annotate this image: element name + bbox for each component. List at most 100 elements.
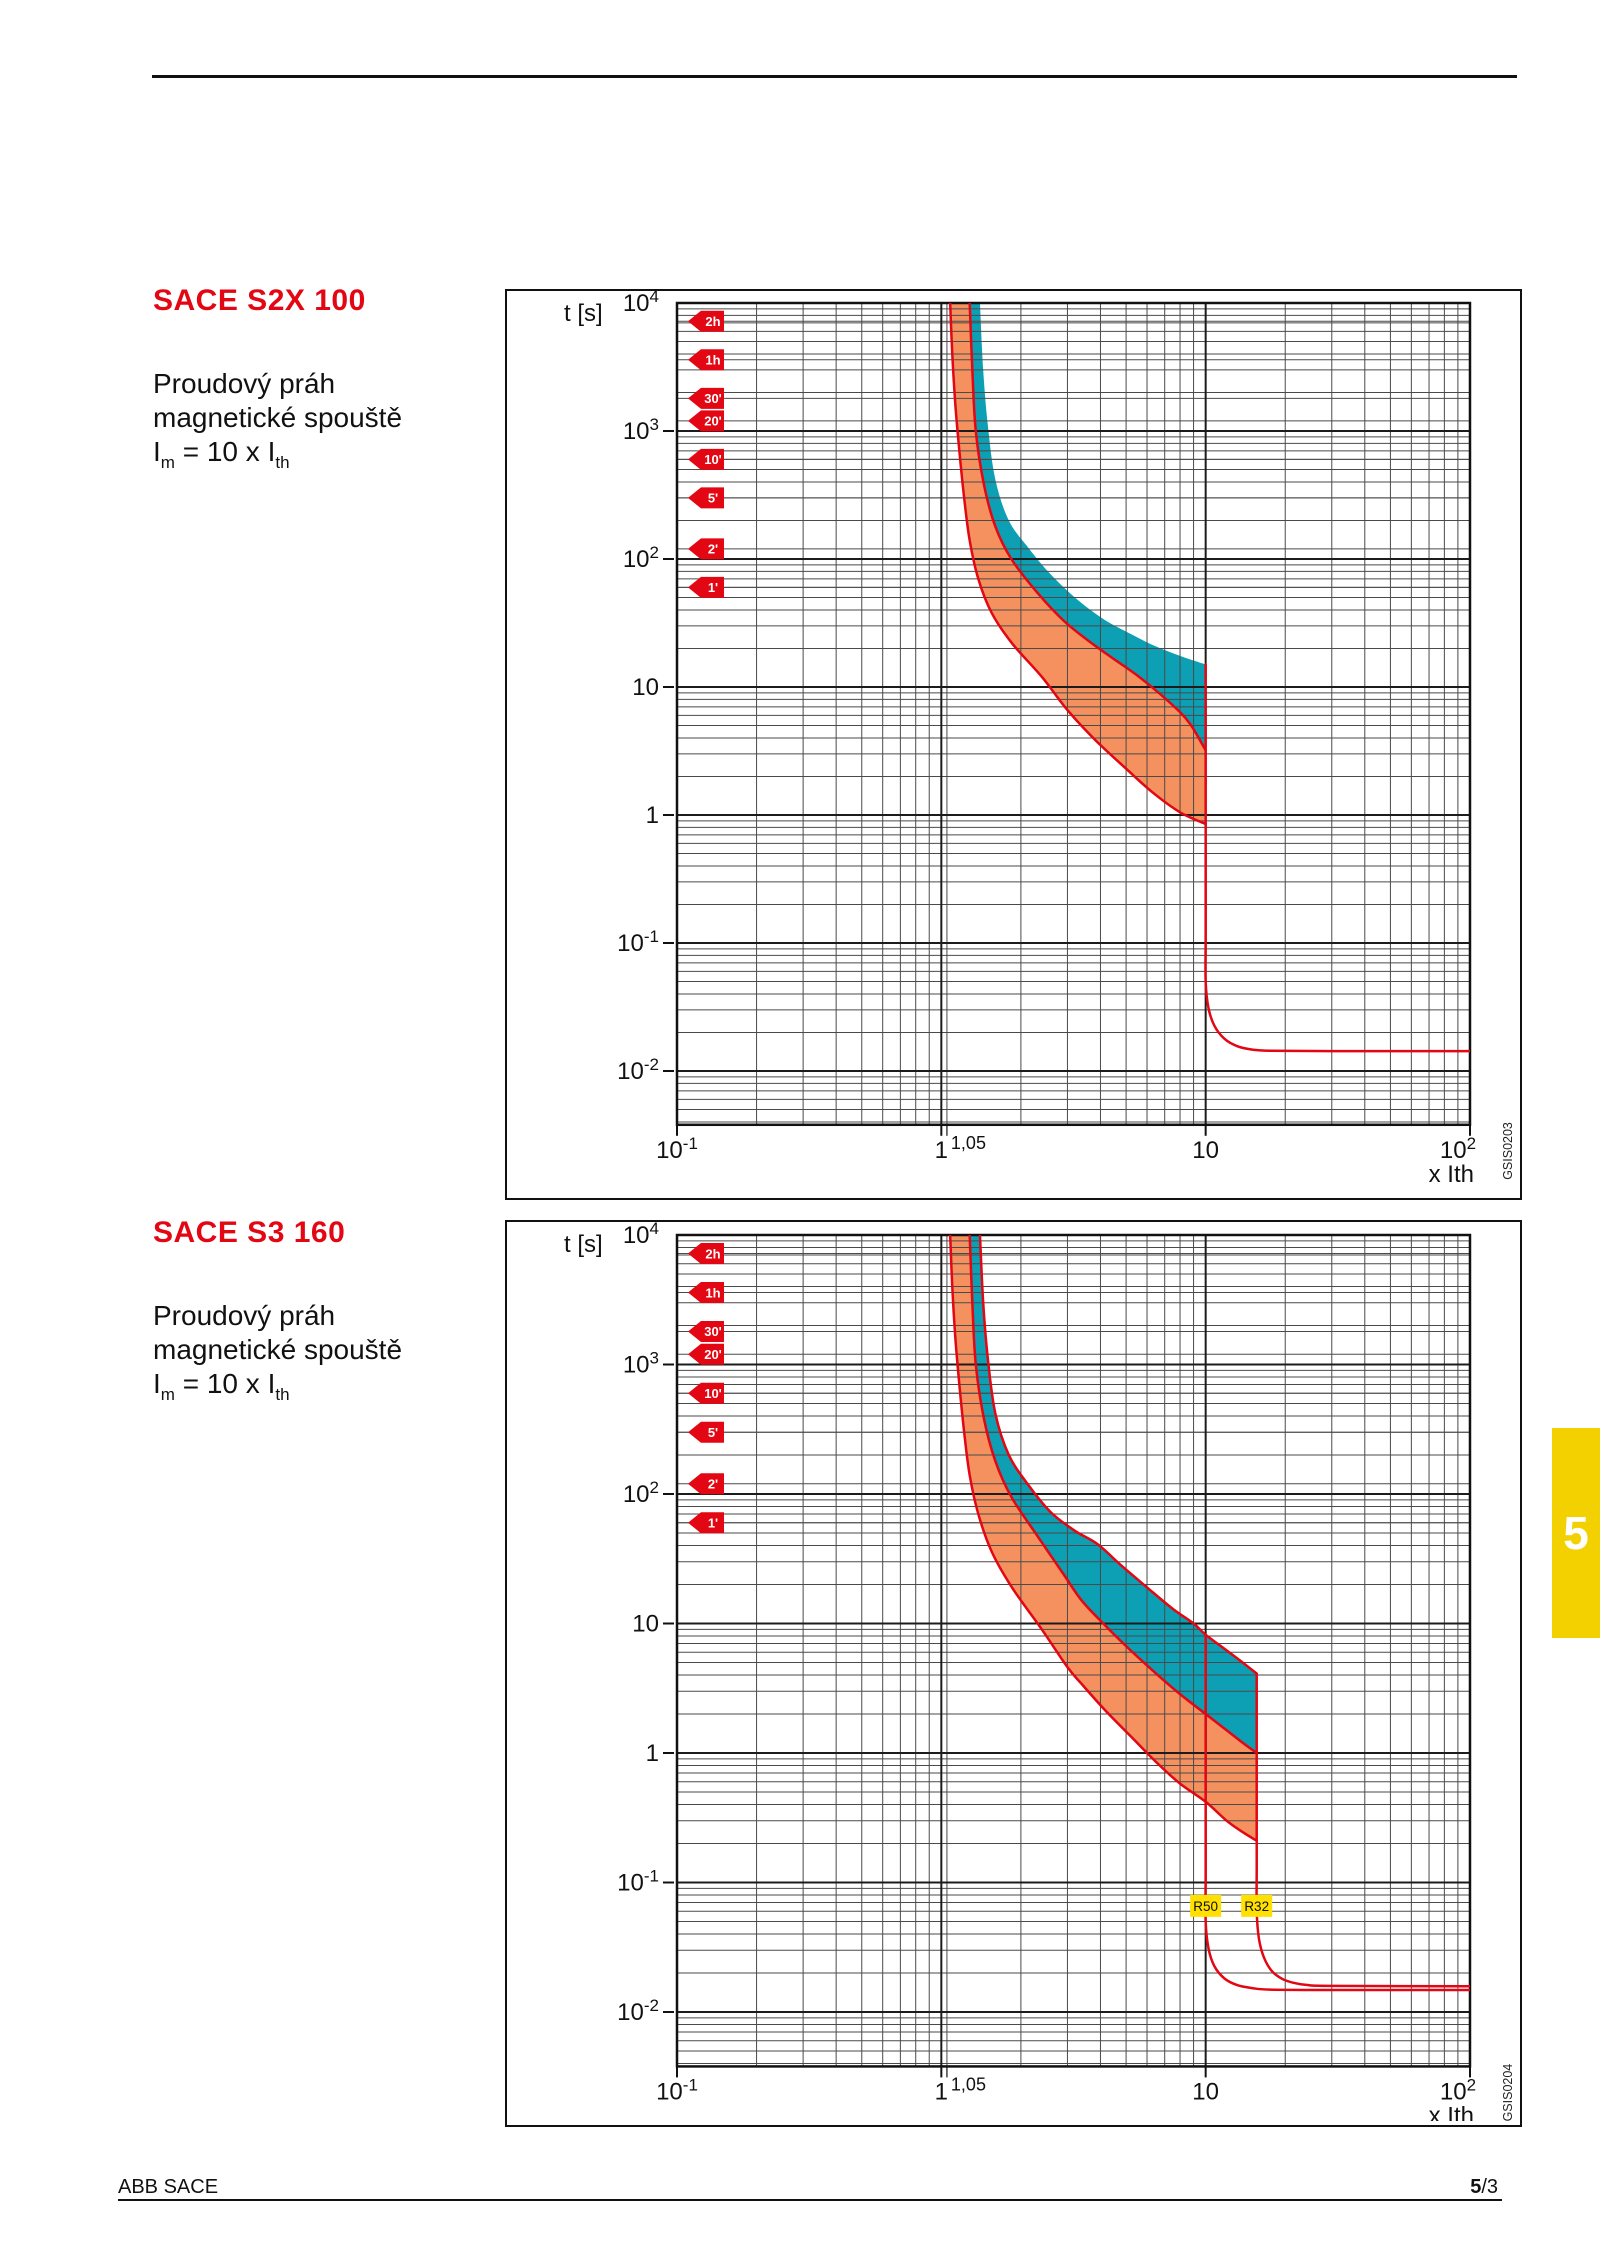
svg-text:1: 1 — [935, 1137, 948, 1164]
chapter-tab: 5 — [1552, 1428, 1600, 1638]
time-tag-arrow — [688, 448, 724, 470]
log-grid — [676, 1234, 1471, 2067]
time-tag-arrow — [688, 1473, 724, 1495]
svg-text:10: 10 — [1192, 2078, 1219, 2105]
svg-text:10: 10 — [632, 1611, 659, 1638]
time-tag-arrow — [688, 1382, 724, 1404]
time-tag-arrow — [688, 1281, 724, 1303]
time-tag-arrow — [688, 387, 724, 409]
desc-line-1: Proudový práh — [153, 368, 336, 399]
svg-text:102: 102 — [623, 1478, 659, 1508]
chapter-number: 5 — [1563, 1507, 1589, 1559]
threshold-label-R50: R50 — [1190, 1894, 1222, 1917]
magnetic-trip-10xIth — [1204, 663, 1470, 1053]
svg-text:1: 1 — [935, 2078, 948, 2105]
figure-code: GSIS0204 — [1501, 2064, 1515, 2121]
time-tag-label: 2' — [708, 1477, 718, 1492]
curve-lower — [948, 303, 1207, 826]
time-tag-arrow — [688, 1320, 724, 1342]
time-tag-arrow — [688, 1421, 724, 1443]
trip-curve-figure-s2x100: 2h 1h 30' 20' 10' 5' 2' 1' 104 103 102 10 1 10-1 10-2 1… — [505, 289, 1522, 1200]
time-tag-arrow — [688, 576, 724, 598]
svg-text:102: 102 — [623, 543, 659, 573]
section-description-s2x100: Proudový práh magnetické spouště Im = 10… — [153, 367, 513, 472]
time-tag-label: 5' — [708, 1425, 718, 1440]
time-tag-arrow — [688, 1343, 724, 1365]
footer-page-number: 5/3 — [1470, 2176, 1498, 2198]
footer-rule — [118, 2199, 1502, 2201]
time-tag-label: 10' — [704, 1386, 722, 1401]
trip-curve-lines — [948, 303, 1470, 1053]
svg-text:104: 104 — [623, 1222, 659, 1249]
svg-text:1: 1 — [646, 802, 659, 829]
time-tag-label: 1h — [705, 1285, 720, 1300]
time-tag-arrow — [688, 349, 724, 371]
time-tag-label: 1' — [708, 580, 718, 595]
svg-text:1,05: 1,05 — [951, 2074, 986, 2094]
time-tag-label: 2h — [705, 1246, 720, 1261]
time-tag-arrow — [688, 310, 724, 332]
threshold-label-R32: R32 — [1241, 1894, 1273, 1917]
desc-line-2: magnetické spouště — [153, 1334, 403, 1365]
x-axis-title: x Ith — [1429, 1161, 1474, 1188]
y-axis-title: t [s] — [564, 300, 603, 327]
formula-line: Im = 10 x Ith — [153, 436, 290, 472]
section-title-s2x100: SACE S2X 100 — [153, 284, 366, 317]
top-rule — [152, 75, 1517, 78]
time-tag-label: 1h — [705, 353, 720, 368]
curve-mid — [968, 303, 1207, 752]
figure-code: GSIS0203 — [1501, 1122, 1515, 1180]
svg-text:103: 103 — [623, 415, 659, 445]
x-axis-title: x Ith — [1429, 2102, 1474, 2121]
svg-text:10: 10 — [1192, 1137, 1219, 1164]
time-tag-label: 20' — [704, 414, 722, 429]
svg-text:104: 104 — [623, 291, 659, 317]
time-tag-label: 5' — [708, 491, 718, 506]
band-orange — [950, 303, 1206, 825]
svg-text:10-1: 10-1 — [656, 1134, 698, 1164]
y-axis-title: t [s] — [564, 1231, 603, 1258]
plot-frame — [675, 301, 1472, 1136]
time-tags: 2h 1h 30' 20' 10' 5' 2' 1' — [688, 1242, 724, 1534]
tolerance-bands — [950, 303, 1206, 825]
svg-text:1: 1 — [646, 1740, 659, 1767]
time-tag-arrow — [688, 538, 724, 560]
curve-upper — [978, 1235, 1258, 1675]
svg-text:10-1: 10-1 — [617, 927, 659, 957]
plot-frame — [675, 1233, 1472, 2078]
desc-line-2: magnetické spouště — [153, 402, 403, 433]
svg-text:R32: R32 — [1244, 1899, 1269, 1914]
magnetic-trip-R50 — [1204, 1633, 1470, 1992]
time-tag-label: 1' — [708, 1516, 718, 1531]
time-tag-arrow — [688, 410, 724, 432]
time-tag-label: 30' — [704, 391, 722, 406]
time-tag-label: 10' — [704, 452, 722, 467]
svg-text:1,05: 1,05 — [951, 1133, 986, 1153]
band-teal — [969, 303, 1206, 751]
svg-text:R50: R50 — [1193, 1899, 1218, 1914]
svg-text:10-2: 10-2 — [617, 1055, 659, 1085]
band-orange — [950, 1235, 1257, 1841]
time-tag-label: 2h — [705, 314, 720, 329]
time-tag-arrow — [688, 1512, 724, 1534]
trip-chart-s2x100: 2h1h30'20'10'5'2'1'10410310210110-110-21… — [564, 291, 1515, 1188]
time-tag-arrow — [688, 1242, 724, 1264]
svg-text:103: 103 — [623, 1349, 659, 1379]
footer-brand: ABB SACE — [118, 2176, 219, 2198]
magnetic-trip-R32 — [1255, 1672, 1470, 1988]
section-title-s3160: SACE S3 160 — [153, 1216, 346, 1249]
time-tags: 2h 1h 30' 20' 10' 5' 2' 1' — [688, 310, 724, 598]
svg-text:102: 102 — [1440, 1134, 1476, 1164]
curve-mid — [968, 1235, 1258, 1755]
svg-text:10-1: 10-1 — [656, 2075, 698, 2105]
trip-curve-lines — [948, 1235, 1470, 1992]
time-tag-label: 20' — [704, 1347, 722, 1362]
desc-line-1: Proudový práh — [153, 1300, 336, 1331]
section-description-s3160: Proudový práh magnetické spouště Im = 10… — [153, 1299, 513, 1403]
svg-text:10: 10 — [632, 674, 659, 701]
svg-text:10-1: 10-1 — [617, 1867, 659, 1897]
trip-curve-figure-s3160: 2h 1h 30' 20' 10' 5' 2' 1' R50 R32 104 103 102 10 1 10-… — [505, 1220, 1522, 2127]
